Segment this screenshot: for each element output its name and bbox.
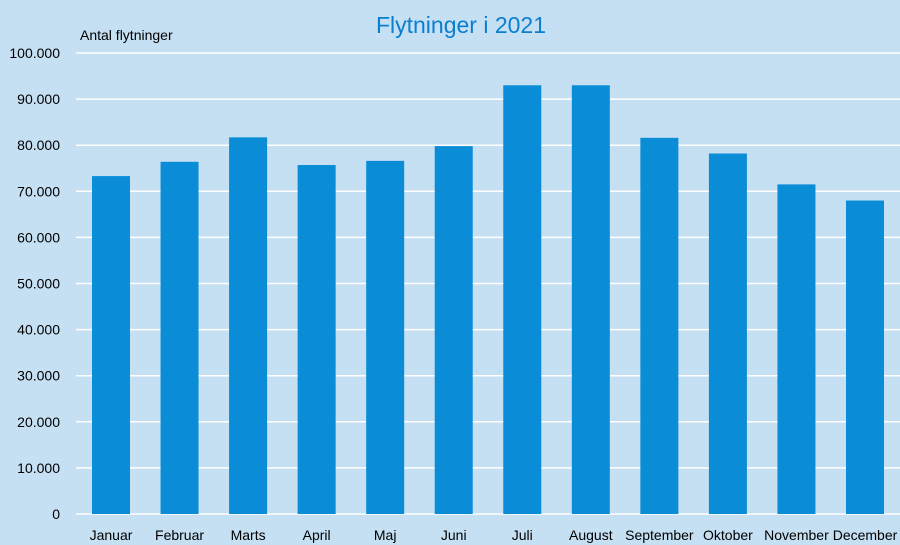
x-tick-label: Maj bbox=[374, 527, 397, 543]
x-tick-label: Februar bbox=[155, 527, 204, 543]
x-tick-label: November bbox=[764, 527, 829, 543]
chart-title: Flytninger i 2021 bbox=[376, 12, 546, 38]
x-tick-label: Januar bbox=[90, 527, 133, 543]
y-axis-label: Antal flytninger bbox=[80, 27, 173, 43]
bar-maj bbox=[366, 160, 405, 514]
x-tick-label: August bbox=[569, 527, 613, 543]
bar-juni bbox=[434, 146, 473, 514]
y-tick-label: 10.000 bbox=[17, 460, 60, 476]
y-tick-label: 0 bbox=[52, 506, 60, 522]
y-tick-label: 100.000 bbox=[9, 45, 60, 61]
gridlines bbox=[76, 52, 900, 515]
bar-marts bbox=[229, 137, 268, 514]
y-tick-label: 40.000 bbox=[17, 322, 60, 338]
x-tick-label: December bbox=[833, 527, 898, 543]
bar-juli bbox=[503, 85, 542, 515]
bar-februar bbox=[160, 161, 199, 514]
x-axis-ticks: Januar Februar Marts April Maj Juni Juli August… bbox=[90, 527, 898, 543]
y-axis-ticks: 0 10.000 20.000 30.000 40.000 50.000 60.000 70.… bbox=[9, 45, 60, 522]
y-tick-label: 60.000 bbox=[17, 229, 60, 245]
x-tick-label: Marts bbox=[231, 527, 266, 543]
x-tick-label: Juni bbox=[441, 527, 467, 543]
y-tick-label: 70.000 bbox=[17, 183, 60, 199]
x-tick-label: Juli bbox=[512, 527, 533, 543]
bars bbox=[92, 85, 884, 515]
y-tick-label: 30.000 bbox=[17, 368, 60, 384]
bar-november bbox=[777, 184, 816, 514]
bar-december bbox=[846, 200, 884, 514]
x-tick-label: April bbox=[303, 527, 331, 543]
y-tick-label: 80.000 bbox=[17, 137, 60, 153]
bar-september bbox=[640, 137, 679, 514]
y-tick-label: 50.000 bbox=[17, 276, 60, 292]
bar-april bbox=[297, 165, 336, 514]
bar-januar bbox=[92, 176, 130, 514]
bar-oktober bbox=[708, 153, 747, 515]
y-tick-label: 20.000 bbox=[17, 414, 60, 430]
x-tick-label: Oktober bbox=[703, 527, 753, 543]
bar-august bbox=[571, 85, 610, 515]
x-tick-label: September bbox=[625, 527, 694, 543]
y-tick-label: 90.000 bbox=[17, 91, 60, 107]
